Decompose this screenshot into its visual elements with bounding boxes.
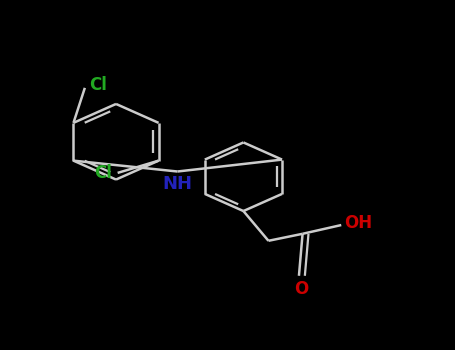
Text: Cl: Cl	[94, 164, 111, 182]
Text: OH: OH	[344, 214, 373, 232]
Text: NH: NH	[162, 175, 192, 193]
Text: Cl: Cl	[90, 76, 107, 94]
Text: O: O	[294, 280, 308, 298]
